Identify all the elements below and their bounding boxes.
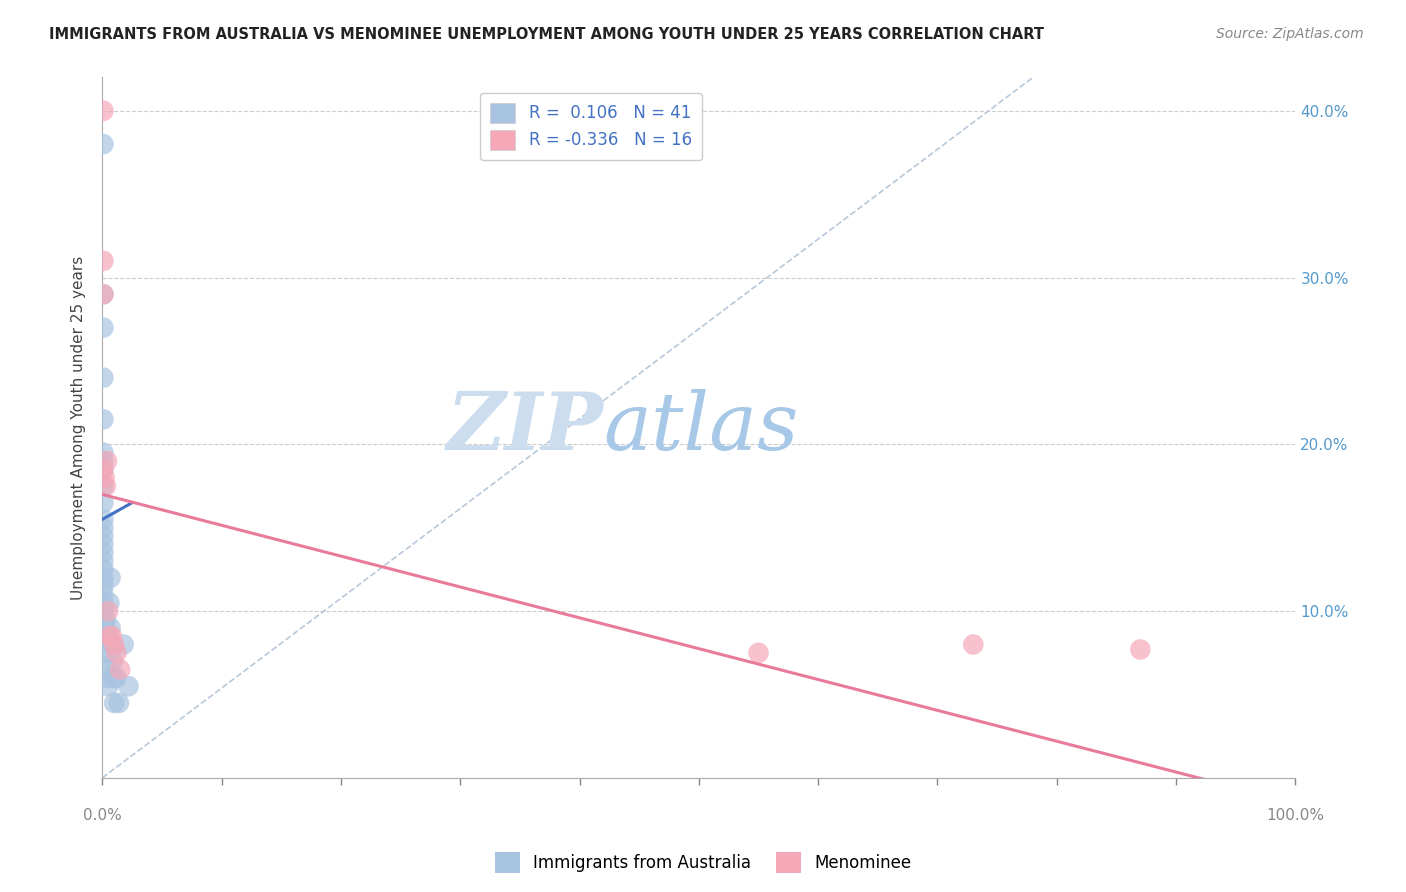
Point [93,320,115,334]
Point [93,579,115,593]
Point [96,638,118,652]
Point [97,679,120,693]
Point [93,571,115,585]
Point [93,554,115,568]
Point [93,462,115,476]
Point [100,571,122,585]
Point [93,412,115,426]
Point [112,638,135,652]
Point [93,370,115,384]
Point [94,479,117,493]
Point [93,253,115,268]
Point [747,646,769,660]
Point [93,529,115,543]
Point [962,638,984,652]
Point [93,287,115,301]
Point [93,454,115,468]
Point [93,562,115,576]
Text: Source: ZipAtlas.com: Source: ZipAtlas.com [1216,27,1364,41]
Point [93,512,115,526]
Point [96,454,118,468]
Point [101,654,124,668]
Point [105,671,128,685]
Point [93,103,115,118]
Point [97,663,120,677]
Point [105,646,128,660]
Point [94,629,117,643]
Point [93,604,115,618]
Point [93,596,115,610]
Text: 0.0%: 0.0% [83,808,121,823]
Point [93,137,115,152]
Point [100,621,122,635]
Point [100,629,122,643]
Point [103,696,125,710]
Text: 100.0%: 100.0% [1267,808,1324,823]
Point [94,612,117,626]
Point [103,638,125,652]
Point [100,638,122,652]
Point [97,604,120,618]
Point [93,587,115,601]
Point [93,471,115,485]
Text: ZIP: ZIP [447,389,603,467]
Point [97,671,120,685]
Point [103,671,125,685]
Point [93,287,115,301]
Point [108,696,131,710]
Point [108,663,131,677]
Point [117,679,139,693]
Legend: Immigrants from Australia, Menominee: Immigrants from Australia, Menominee [488,846,918,880]
Legend: R =  0.106   N = 41, R = -0.336   N = 16: R = 0.106 N = 41, R = -0.336 N = 16 [481,93,702,160]
Point [93,496,115,510]
Point [93,462,115,476]
Point [93,521,115,535]
Point [98,629,121,643]
Point [1129,642,1152,657]
Point [98,596,121,610]
Point [93,446,115,460]
Point [94,621,117,635]
Text: IMMIGRANTS FROM AUSTRALIA VS MENOMINEE UNEMPLOYMENT AMONG YOUTH UNDER 25 YEARS C: IMMIGRANTS FROM AUSTRALIA VS MENOMINEE U… [49,27,1045,42]
Point [96,646,118,660]
Y-axis label: Unemployment Among Youth under 25 years: Unemployment Among Youth under 25 years [72,255,86,599]
Text: atlas: atlas [603,389,799,467]
Point [93,479,115,493]
Point [93,546,115,560]
Point [93,537,115,551]
